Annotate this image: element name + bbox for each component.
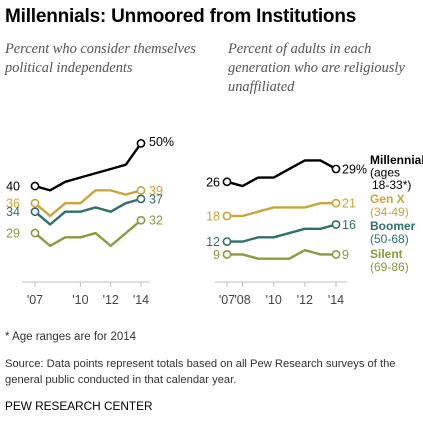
chart-title: Millennials: Unmoored from Institutions: [5, 6, 357, 27]
legend-range-millennial-a: (ages: [370, 166, 400, 180]
left-line-boomer: [33, 197, 143, 226]
right-label-start-millennial: 26: [206, 175, 220, 189]
right-x-tick-label-2010: '10: [266, 293, 282, 307]
right-label-start-gen-x: 18: [206, 209, 220, 223]
legend-name-millennial: Millennial: [370, 153, 423, 167]
right-label-start-boomer: 12: [206, 235, 220, 249]
right-label-end-millennial: 29%: [342, 162, 367, 176]
right-point-end-millennial: [331, 164, 341, 174]
right-x-tick-label-2012: '12: [297, 293, 313, 307]
right-point-end-gen-x: [331, 198, 341, 208]
left-label-start-boomer: 34: [6, 205, 20, 219]
right-label-end-silent: 9: [342, 248, 349, 262]
right-point-end-silent: [331, 250, 341, 259]
left-point-end-silent: [136, 215, 146, 225]
left-label-end-boomer: 37: [149, 192, 163, 206]
left-x-tick-label-2012: '12: [103, 293, 119, 307]
right-point-end-boomer: [331, 220, 341, 229]
right-chart-subtitle: Percent of adults in each generation who…: [228, 41, 405, 95]
right-label-start-silent: 9: [213, 248, 220, 262]
right-label-end-boomer: 16: [342, 218, 356, 232]
legend-name-silent: Silent: [370, 247, 403, 261]
left-point-end-millennial: [136, 138, 146, 148]
right-x-tick-label-2007: '07: [219, 293, 235, 307]
left-x-tick-label-2010: '10: [72, 293, 88, 307]
legend-range-boomer: (50-68): [370, 232, 409, 246]
right-point-start-millennial: [222, 177, 232, 187]
right-x-tick-label-2008: '08: [234, 293, 250, 307]
legend-range-millennial-b: 18-33*): [372, 178, 411, 192]
left-point-start-boomer: [30, 207, 40, 217]
left-point-start-silent: [30, 228, 40, 238]
left-label-end-gen-x: 39: [149, 184, 163, 198]
right-point-start-boomer: [222, 237, 232, 246]
footnote: * Age ranges are for 2014: [5, 331, 137, 343]
left-point-start-gen-x: [30, 198, 40, 208]
right-line-millennial: [225, 159, 338, 188]
left-point-end-boomer: [136, 194, 146, 204]
left-label-start-millennial: 40: [6, 180, 20, 194]
left-line-millennial: [33, 142, 143, 192]
left-label-start-silent: 29: [6, 227, 20, 241]
charts-canvas: '07'10'12'144050%363934372932'07'08'10'1…: [6, 135, 423, 307]
right-label-end-gen-x: 21: [342, 197, 356, 211]
left-x-tick-label-2014: '14: [133, 293, 149, 307]
left-label-start-gen-x: 36: [6, 197, 20, 211]
source-note: Source: Data points represent totals bas…: [5, 358, 396, 386]
right-point-start-silent: [222, 250, 232, 259]
left-point-end-gen-x: [136, 185, 146, 195]
right-line-gen-x: [225, 201, 338, 218]
right-point-start-gen-x: [222, 211, 232, 221]
left-label-end-silent: 32: [149, 214, 163, 228]
legend-name-boomer: Boomer: [370, 219, 416, 233]
left-line-silent: [33, 219, 143, 248]
legend-range-gen-x: (34-49): [370, 205, 409, 219]
left-label-end-millennial: 50%: [149, 135, 174, 149]
legend-range-silent: (69-86): [370, 260, 409, 274]
right-x-tick-label-2014: '14: [328, 293, 344, 307]
legend-name-gen-x: Gen X: [370, 192, 405, 206]
left-chart-subtitle: Percent who consider themselves politica…: [5, 41, 196, 76]
left-point-start-millennial: [30, 181, 40, 191]
left-line-gen-x: [33, 189, 143, 218]
right-line-boomer: [225, 223, 338, 243]
right-line-silent: [225, 248, 338, 260]
left-x-tick-label-2007: '07: [27, 293, 43, 307]
org-name: PEW RESEARCH CENTER: [5, 399, 153, 413]
